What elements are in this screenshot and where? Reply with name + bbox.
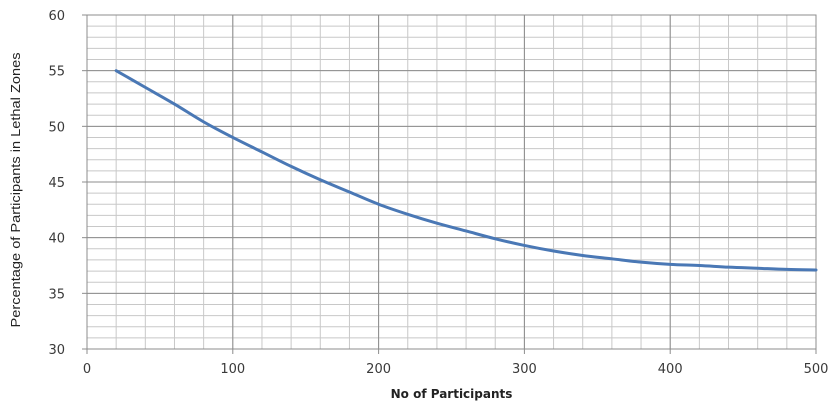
- x-tick-label: 100: [220, 362, 245, 377]
- x-axis-label: No of Participants: [391, 387, 513, 401]
- x-axis-ticks: 0 100 200 300 400 500: [83, 349, 829, 377]
- x-tick-label: 500: [804, 362, 829, 377]
- x-tick-label: 0: [83, 362, 91, 377]
- x-tick-label: 300: [512, 362, 537, 377]
- y-tick-label: 40: [48, 232, 65, 247]
- x-tick-label: 400: [658, 362, 683, 377]
- y-axis-label: Percentage of Participants in Lethal Zon…: [9, 53, 23, 328]
- x-tick-label: 200: [366, 362, 391, 377]
- y-tick-label: 30: [48, 343, 65, 358]
- y-tick-label: 35: [48, 287, 65, 302]
- y-tick-label: 50: [48, 120, 65, 135]
- series-line: [114, 69, 818, 272]
- major-gridlines: [86, 14, 817, 350]
- y-axis-ticks: 30 35 40 45 50 55 60: [48, 9, 87, 358]
- y-tick-label: 45: [48, 176, 65, 191]
- y-tick-label: 55: [48, 65, 65, 80]
- y-tick-label: 60: [48, 9, 65, 24]
